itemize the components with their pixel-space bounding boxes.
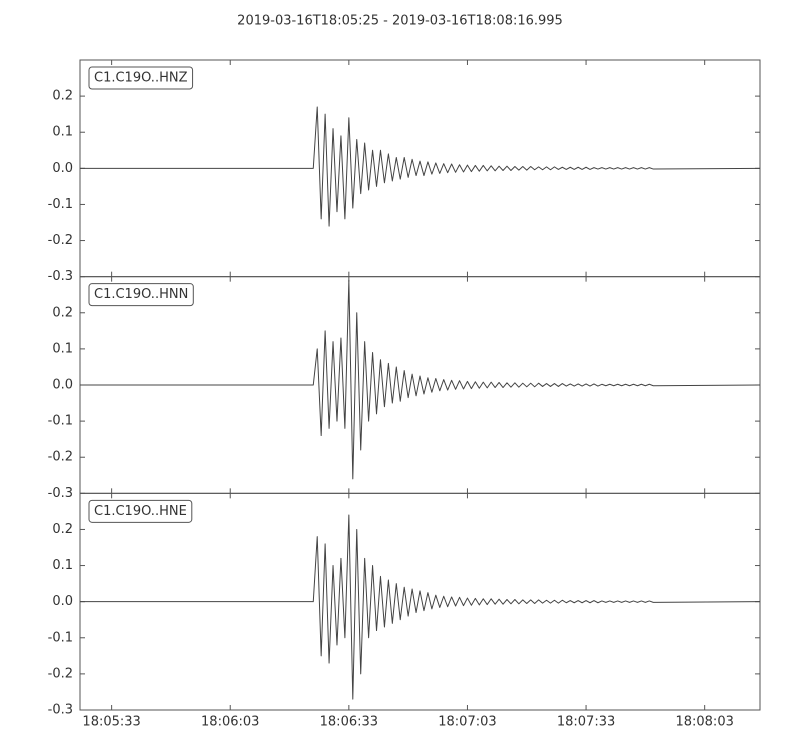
y-tick-label: 0.0 — [52, 161, 73, 176]
y-tick-label: 0.0 — [52, 594, 73, 609]
legend-label: C1.C19O..HNE — [94, 504, 187, 519]
y-tick-label: -0.2 — [48, 666, 73, 681]
x-tick-label: 18:05:33 — [82, 715, 140, 730]
legend-label: C1.C19O..HNZ — [94, 71, 188, 86]
chart-title: 2019-03-16T18:05:25 - 2019-03-16T18:08:1… — [237, 14, 563, 29]
y-tick-label: 0.1 — [52, 125, 73, 140]
x-tick-label: 18:06:33 — [320, 715, 378, 730]
legend-box — [88, 283, 194, 307]
y-tick-label: -0.1 — [48, 630, 73, 645]
y-tick-label: 0.1 — [52, 341, 73, 356]
y-tick-label: 0.2 — [52, 522, 73, 537]
trace-line — [80, 279, 761, 480]
y-tick-label: -0.3 — [48, 269, 73, 284]
y-tick-label: 0.2 — [52, 305, 73, 320]
x-tick-label: 18:08:03 — [675, 715, 733, 730]
legend-box — [88, 66, 194, 90]
y-tick-label: 0.1 — [52, 558, 73, 573]
trace-line — [80, 514, 761, 700]
y-tick-label: -0.3 — [48, 703, 73, 718]
trace-line — [80, 106, 761, 227]
legend-box — [88, 499, 193, 523]
y-tick-label: -0.2 — [48, 450, 73, 465]
x-tick-label: 18:07:33 — [557, 715, 615, 730]
x-tick-label: 18:06:03 — [201, 715, 259, 730]
y-tick-label: -0.1 — [48, 414, 73, 429]
y-tick-label: -0.1 — [48, 197, 73, 212]
legend-label: C1.C19O..HNN — [94, 287, 188, 302]
y-tick-label: -0.2 — [48, 233, 73, 248]
y-tick-label: 0.2 — [52, 89, 73, 104]
y-tick-label: -0.3 — [48, 486, 73, 501]
y-tick-label: 0.0 — [52, 378, 73, 393]
x-tick-label: 18:07:03 — [438, 715, 496, 730]
